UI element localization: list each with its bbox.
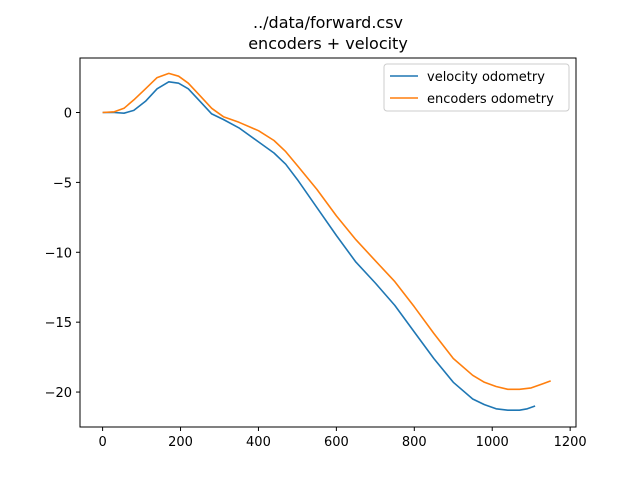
x-tick-label: 1200 [554, 435, 587, 450]
y-tick-label: −10 [45, 246, 72, 261]
x-tick-label: 600 [324, 435, 349, 450]
legend-label: velocity odometry [427, 70, 545, 85]
x-tick-label: 1000 [476, 435, 509, 450]
legend-label: encoders odometry [427, 92, 554, 107]
legend: velocity odometry encoders odometry [383, 63, 570, 112]
x-tick-label: 400 [246, 435, 271, 450]
y-tick-label: −20 [45, 386, 72, 401]
y-tick-label: 0 [64, 107, 72, 122]
chart-subtitle: encoders + velocity [248, 34, 408, 53]
axis-ticks: 0 200 400 600 800 1000 1200 0 −5 −10 −15 −20 [45, 107, 587, 450]
x-tick-label: 0 [98, 435, 106, 450]
x-tick-label: 200 [168, 435, 193, 450]
legend-box [383, 63, 570, 112]
series-line-1 [102, 72, 551, 391]
axes-frame [79, 57, 577, 428]
y-tick-label: −15 [45, 316, 72, 331]
x-tick-label: 800 [402, 435, 427, 450]
chart-title: ../data/forward.csv [253, 13, 403, 32]
plot-area [102, 72, 551, 411]
series-line-0 [102, 81, 536, 411]
y-tick-label: −5 [53, 176, 72, 191]
